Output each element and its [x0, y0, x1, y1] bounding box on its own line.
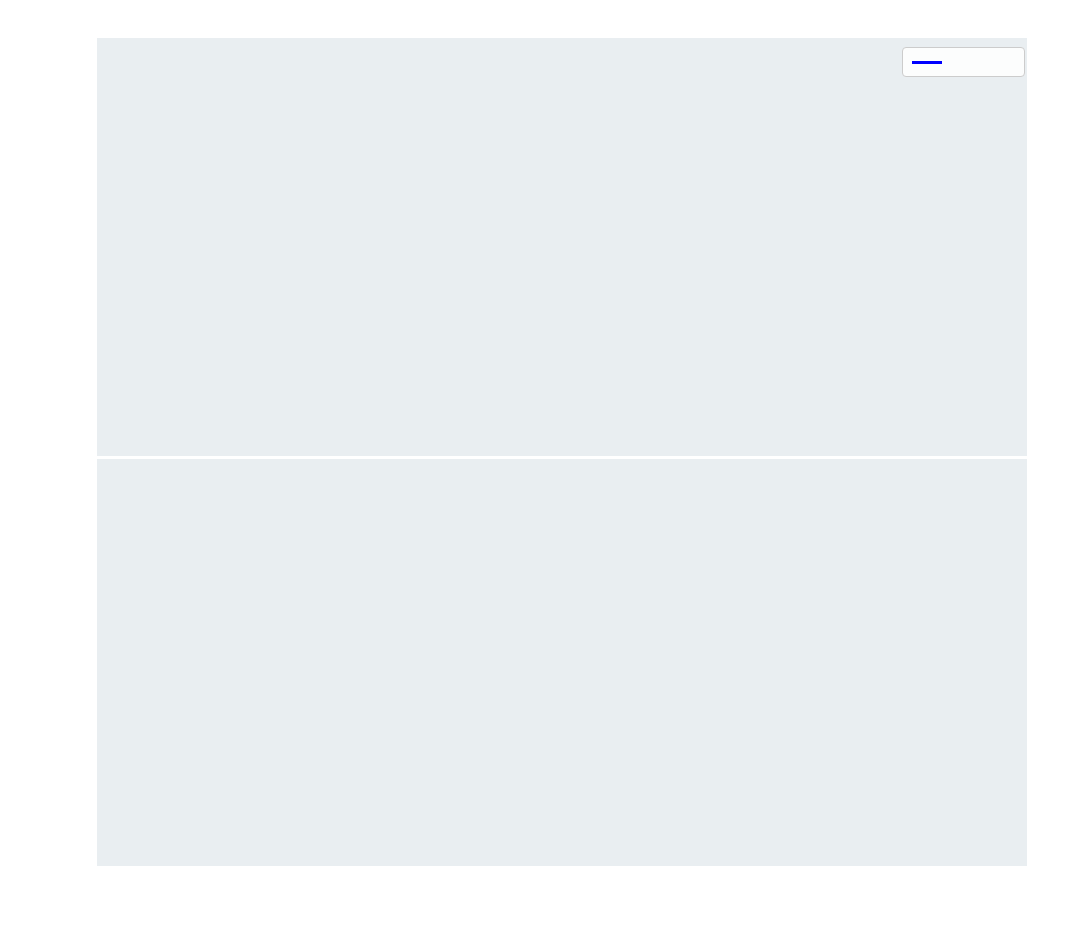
- bottom-plot-area: [97, 459, 1027, 866]
- tesla-line-sample: [912, 61, 942, 64]
- legend: [902, 47, 1025, 77]
- figure: [0, 0, 1092, 942]
- top-plot-area: [97, 38, 1027, 456]
